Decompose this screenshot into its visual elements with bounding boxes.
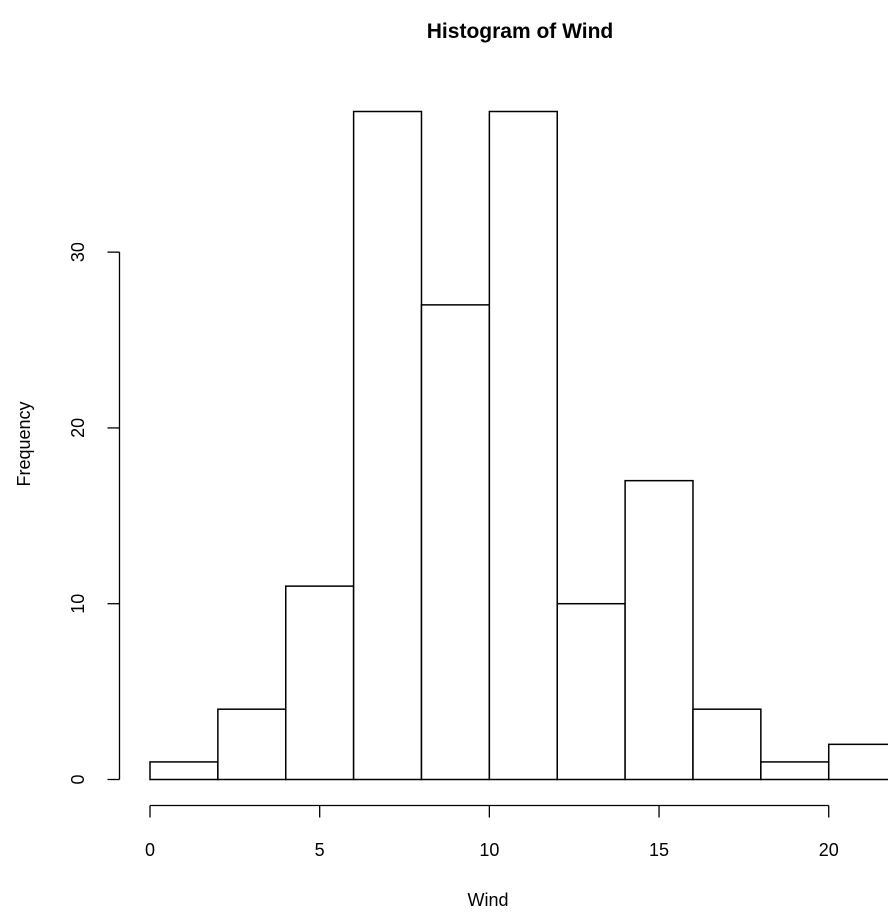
x-axis-label: Wind [467,890,508,910]
y-axis: 0 10 20 30 [68,242,121,785]
x-axis: 0 5 10 15 20 [145,804,839,860]
histogram-bar-3 [352,110,423,781]
y-tick-label-0: 0 [68,774,88,784]
histogram-bar-4 [420,304,491,781]
y-axis-label: Frequency [14,401,34,486]
histogram-bar-8 [692,708,762,781]
x-tick-label-15: 15 [649,840,669,860]
x-tick-label-0: 0 [145,840,155,860]
x-tick-label-20: 20 [819,840,839,860]
histogram-bar-0 [149,761,219,781]
bars-layer [149,110,888,781]
histogram-bar-7 [624,479,694,781]
histogram-bar-9 [760,761,830,781]
y-tick-label-30: 30 [68,242,88,262]
histogram-bar-2 [284,585,355,781]
y-tick-label-10: 10 [68,594,88,614]
x-tick-label-5: 5 [315,840,325,860]
histogram-bar-1 [217,708,287,781]
y-tick-label-20: 20 [68,418,88,438]
x-tick-label-10: 10 [479,840,499,860]
histogram-bar-6 [556,602,626,781]
histogram-bar-10 [827,743,888,781]
chart-title: Histogram of Wind [427,20,613,43]
histogram-bar-5 [488,110,558,781]
